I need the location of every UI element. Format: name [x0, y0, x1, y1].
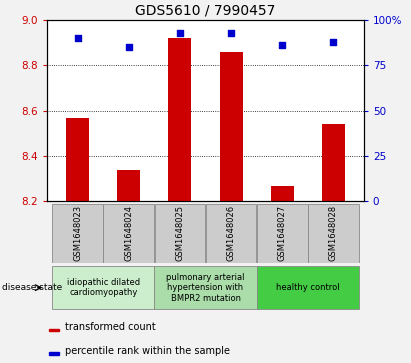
- Point: [126, 44, 132, 50]
- Text: percentile rank within the sample: percentile rank within the sample: [65, 346, 230, 356]
- Text: pulmonary arterial
hypertension with
BMPR2 mutation: pulmonary arterial hypertension with BMP…: [166, 273, 245, 303]
- Bar: [219, 52, 242, 201]
- Text: transformed count: transformed count: [65, 322, 156, 332]
- Text: GSM1648023: GSM1648023: [74, 205, 82, 261]
- Text: GSM1648025: GSM1648025: [175, 205, 185, 261]
- Bar: [49, 352, 58, 355]
- Text: idiopathic dilated
cardiomyopathy: idiopathic dilated cardiomyopathy: [67, 278, 140, 297]
- FancyBboxPatch shape: [155, 204, 206, 263]
- Text: GSM1648024: GSM1648024: [125, 205, 134, 261]
- Text: healthy control: healthy control: [276, 283, 339, 292]
- Bar: [49, 329, 58, 331]
- Text: disease state: disease state: [2, 283, 62, 292]
- FancyBboxPatch shape: [104, 204, 155, 263]
- FancyBboxPatch shape: [308, 204, 358, 263]
- Point: [75, 35, 81, 41]
- Point: [177, 30, 183, 36]
- Point: [228, 30, 234, 36]
- Point: [279, 42, 285, 48]
- Bar: [67, 118, 89, 201]
- Bar: [322, 124, 344, 201]
- Bar: [169, 38, 192, 201]
- FancyBboxPatch shape: [52, 266, 155, 309]
- Point: [330, 39, 336, 45]
- Title: GDS5610 / 7990457: GDS5610 / 7990457: [135, 3, 276, 17]
- FancyBboxPatch shape: [155, 266, 256, 309]
- Text: GSM1648028: GSM1648028: [329, 205, 337, 261]
- Bar: [270, 185, 293, 201]
- FancyBboxPatch shape: [206, 204, 256, 263]
- Text: GSM1648027: GSM1648027: [277, 205, 286, 261]
- FancyBboxPatch shape: [256, 266, 359, 309]
- Text: GSM1648026: GSM1648026: [226, 205, 236, 261]
- FancyBboxPatch shape: [256, 204, 307, 263]
- Bar: [118, 170, 141, 201]
- FancyBboxPatch shape: [53, 204, 103, 263]
